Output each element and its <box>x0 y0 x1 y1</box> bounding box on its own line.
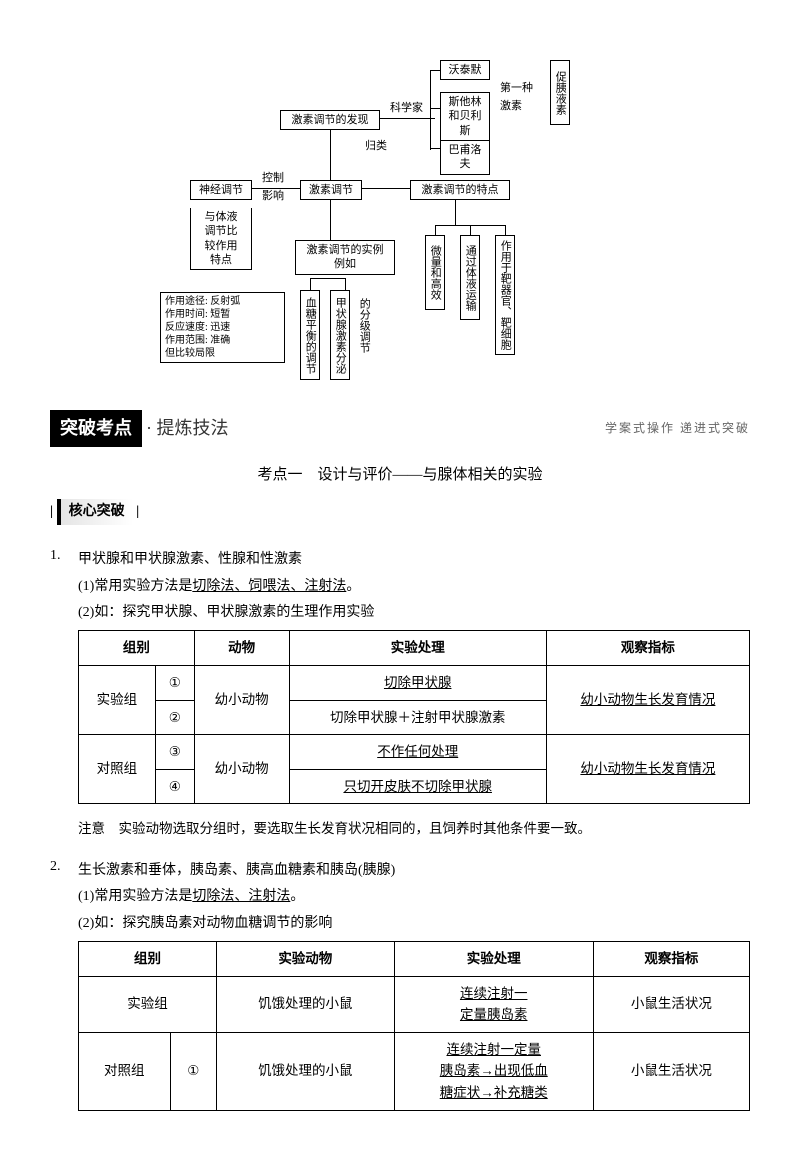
item-2-line2: (2)如：探究胰岛素对动物血糖调节的影响 <box>78 913 750 935</box>
t1-r1a: 实验组 <box>79 665 156 734</box>
concept-diagram: 激素调节的发现 科学家 沃泰默 斯他林 和贝利斯 巴甫洛夫 第一种 激素 促胰液… <box>150 30 650 390</box>
topic-title: 考点一 设计与评价——与腺体相关的实验 <box>50 463 750 487</box>
t1-r3b: ③ <box>155 735 194 770</box>
node-balofu: 巴甫洛夫 <box>440 140 490 175</box>
node-thyroid-level: 甲状腺激素分泌 <box>330 290 350 380</box>
t2-r1e: 小鼠生活状况 <box>593 976 749 1032</box>
item-2: 2. 生长激素和垂体，胰岛素、胰高血糖素和胰岛(胰腺) (1)常用实验方法是切除… <box>50 856 750 1117</box>
node-examples: 激素调节的实例 例如 <box>295 240 395 275</box>
item-1-num: 1. <box>50 545 78 810</box>
node-sitalin: 斯他林 和贝利斯 <box>440 92 490 141</box>
t2-h3: 实验处理 <box>394 942 593 977</box>
node-cuyi: 促胰液素 <box>550 60 570 125</box>
node-nerve-feat: 作用途径: 反射弧 作用时间: 短暂 反应速度: 迅速 作用范围: 准确 但比较… <box>160 292 285 363</box>
section-right-sub: 学案式操作 递进式突破 <box>605 419 750 438</box>
t1-r2b: ② <box>155 700 194 735</box>
label-first-hormone: 第一种 激素 <box>500 80 533 115</box>
item-1: 1. 甲状腺和甲状腺激素、性腺和性激素 (1)常用实验方法是切除法、饲喂法、注射… <box>50 545 750 810</box>
sub-section-row: | 核心突破 | <box>50 493 750 537</box>
t2-r1d: 连续注射一定量胰岛素 <box>394 976 593 1032</box>
label-affect: 影响 <box>262 188 284 206</box>
item-2-title: 生长激素和垂体，胰岛素、胰高血糖素和胰岛(胰腺) <box>78 860 750 882</box>
section-title-main: 突破考点 <box>50 410 142 447</box>
t1-r1b: ① <box>155 665 194 700</box>
node-feat2: 通过体液运输 <box>460 235 480 320</box>
item-1-note: 注意 实验动物选取分组时，要选取生长发育状况相同的，且饲养时其他条件要一致。 <box>78 818 750 840</box>
node-wotemo: 沃泰默 <box>440 60 490 80</box>
node-level-reg: 的分级调节 <box>355 290 373 360</box>
t1-r3a: 对照组 <box>79 735 156 804</box>
label-scientists: 科学家 <box>390 100 423 118</box>
t2-r1a: 实验组 <box>79 976 217 1032</box>
label-guilei: 归类 <box>365 138 387 156</box>
t2-r2c: 饥饿处理的小鼠 <box>216 1032 394 1110</box>
node-compare: 与体液 调节比 较作用 特点 <box>190 208 252 270</box>
node-discovery: 激素调节的发现 <box>280 110 380 130</box>
node-features: 激素调节的特点 <box>410 180 510 200</box>
section-header: 突破考点 · 提炼技法 学案式操作 递进式突破 <box>50 410 750 447</box>
t2-r2b: ① <box>170 1032 216 1110</box>
item-1-line1: (1)常用实验方法是切除法、饲喂法、注射法。 <box>78 576 750 598</box>
t1-r1e: 幼小动物生长发育情况 <box>546 665 749 734</box>
node-nerve: 神经调节 <box>190 180 252 200</box>
node-bloodsugar: 血糖平衡的调节 <box>300 290 320 380</box>
t1-r3d: 不作任何处理 <box>289 735 546 770</box>
t1-r3c: 幼小动物 <box>194 735 289 804</box>
t1-r4d: 只切开皮肤不切除甲状腺 <box>289 769 546 804</box>
item-1-title: 甲状腺和甲状腺激素、性腺和性激素 <box>78 549 750 571</box>
t2-h4: 观察指标 <box>593 942 749 977</box>
item-2-line1: (1)常用实验方法是切除法、注射法。 <box>78 886 750 908</box>
t2-h1: 组别 <box>79 942 217 977</box>
t1-h2: 动物 <box>194 631 289 666</box>
section-title-sub: · 提炼技法 <box>146 414 229 443</box>
t1-r4b: ④ <box>155 769 194 804</box>
item-1-line2: (2)如：探究甲状腺、甲状腺激素的生理作用实验 <box>78 602 750 624</box>
t1-h3: 实验处理 <box>289 631 546 666</box>
t1-r2d: 切除甲状腺＋注射甲状腺激素 <box>289 700 546 735</box>
t1-h4: 观察指标 <box>546 631 749 666</box>
node-hormone-reg: 激素调节 <box>300 180 362 200</box>
t1-r3e: 幼小动物生长发育情况 <box>546 735 749 804</box>
sub-section-label: 核心突破 <box>57 499 133 525</box>
table-1: 组别 动物 实验处理 观察指标 实验组 ① 幼小动物 切除甲状腺 幼小动物生长发… <box>78 630 750 804</box>
t2-r2d: 连续注射一定量胰岛素→出现低血糖症状→补充糖类 <box>394 1032 593 1110</box>
table-2: 组别 实验动物 实验处理 观察指标 实验组 饥饿处理的小鼠 连续注射一定量胰岛素… <box>78 941 750 1111</box>
item-2-num: 2. <box>50 856 78 1117</box>
t2-h2: 实验动物 <box>216 942 394 977</box>
label-control: 控制 <box>262 170 284 188</box>
t2-r1c: 饥饿处理的小鼠 <box>216 976 394 1032</box>
t2-r2e: 小鼠生活状况 <box>593 1032 749 1110</box>
t1-r1d: 切除甲状腺 <box>289 665 546 700</box>
t1-h1: 组别 <box>79 631 195 666</box>
node-feat1: 微量和高效 <box>425 235 445 310</box>
node-feat3: 作用于靶器官、靶细胞 <box>495 235 515 355</box>
t2-r2a: 对照组 <box>79 1032 171 1110</box>
t1-r1c: 幼小动物 <box>194 665 289 734</box>
